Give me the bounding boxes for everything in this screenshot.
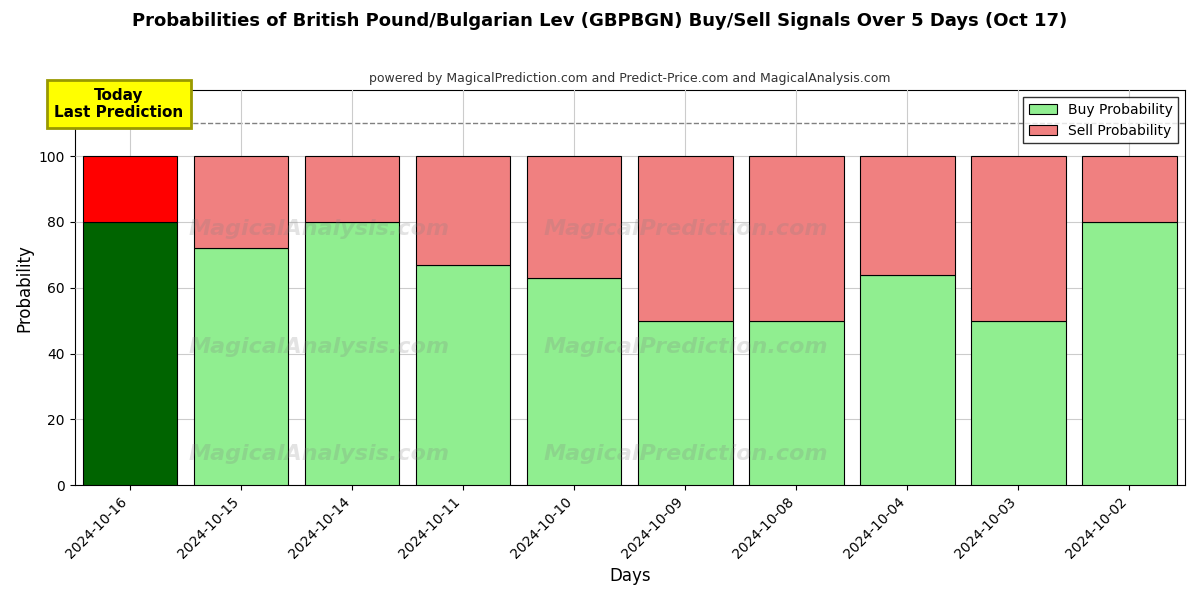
Bar [1082,156,1177,222]
Bar [527,278,622,485]
Bar [638,156,732,320]
Text: MagicalAnalysis.com: MagicalAnalysis.com [188,443,450,464]
Bar [749,320,844,485]
Title: powered by MagicalPrediction.com and Predict-Price.com and MagicalAnalysis.com: powered by MagicalPrediction.com and Pre… [370,72,890,85]
Bar [971,156,1066,320]
Bar [1082,222,1177,485]
Text: Probabilities of British Pound/Bulgarian Lev (GBPBGN) Buy/Sell Signals Over 5 Da: Probabilities of British Pound/Bulgarian… [132,12,1068,30]
Bar [305,156,400,222]
Bar [416,265,510,485]
Bar [416,156,510,265]
Bar [194,248,288,485]
Text: MagicalPrediction.com: MagicalPrediction.com [544,218,828,239]
Bar [305,222,400,485]
Text: MagicalPrediction.com: MagicalPrediction.com [544,337,828,357]
Bar [194,156,288,248]
Bar [860,275,955,485]
Bar [83,222,178,485]
Text: MagicalPrediction.com: MagicalPrediction.com [544,443,828,464]
Legend: Buy Probability, Sell Probability: Buy Probability, Sell Probability [1024,97,1178,143]
Bar [638,320,732,485]
X-axis label: Days: Days [610,567,650,585]
Bar [83,156,178,222]
Bar [971,320,1066,485]
Text: MagicalAnalysis.com: MagicalAnalysis.com [188,337,450,357]
Bar [527,156,622,278]
Bar [749,156,844,320]
Bar [860,156,955,275]
Y-axis label: Probability: Probability [16,244,34,332]
Text: Today
Last Prediction: Today Last Prediction [54,88,184,120]
Text: MagicalAnalysis.com: MagicalAnalysis.com [188,218,450,239]
